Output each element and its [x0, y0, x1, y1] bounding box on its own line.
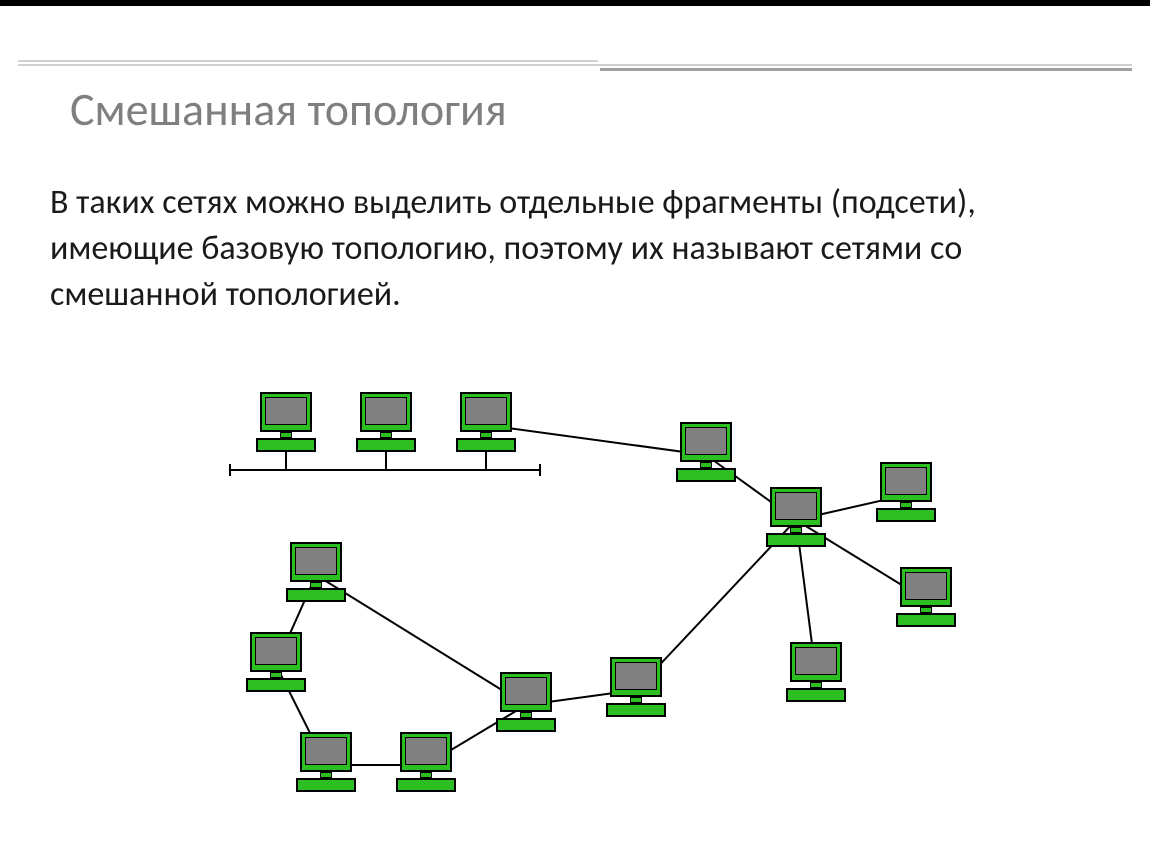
- pc-base: [396, 778, 456, 792]
- pc-node: [240, 630, 312, 700]
- pc-screen: [615, 662, 657, 690]
- top-border: [0, 0, 1150, 6]
- pc-screen: [365, 397, 407, 425]
- pc-node: [450, 390, 522, 460]
- pc-node: [290, 730, 362, 800]
- pc-node: [280, 540, 352, 610]
- decor-rule-1: [18, 60, 598, 62]
- pc-base: [876, 508, 936, 522]
- decor-rule-3: [600, 68, 1132, 71]
- pc-base: [356, 438, 416, 452]
- pc-node: [760, 485, 832, 555]
- pc-screen: [885, 467, 927, 495]
- pc-base: [256, 438, 316, 452]
- pc-base: [766, 533, 826, 547]
- pc-screen: [305, 737, 347, 765]
- decor-rule-2: [18, 64, 1132, 66]
- pc-node: [600, 655, 672, 725]
- slide-body: В таких сетях можно выделить отдельные ф…: [50, 180, 1110, 318]
- pc-screen: [905, 572, 947, 600]
- pc-node: [780, 640, 852, 710]
- pc-node: [350, 390, 422, 460]
- pc-screen: [465, 397, 507, 425]
- pc-node: [890, 565, 962, 635]
- pc-node: [490, 670, 562, 740]
- pc-screen: [255, 637, 297, 665]
- pc-base: [286, 588, 346, 602]
- pc-base: [296, 778, 356, 792]
- pc-screen: [685, 427, 727, 455]
- pc-screen: [405, 737, 447, 765]
- pc-base: [496, 718, 556, 732]
- pc-base: [456, 438, 516, 452]
- pc-screen: [295, 547, 337, 575]
- slide-title: Смешанная топология: [70, 82, 507, 138]
- pc-base: [246, 678, 306, 692]
- pc-screen: [265, 397, 307, 425]
- pc-screen: [795, 647, 837, 675]
- pc-node: [250, 390, 322, 460]
- pc-node: [870, 460, 942, 530]
- network-diagram: [220, 390, 960, 810]
- pc-node: [390, 730, 462, 800]
- pc-screen: [775, 492, 817, 520]
- pc-base: [606, 703, 666, 717]
- pc-base: [676, 468, 736, 482]
- pc-base: [786, 688, 846, 702]
- pc-node: [670, 420, 742, 490]
- pc-screen: [505, 677, 547, 705]
- pc-base: [896, 613, 956, 627]
